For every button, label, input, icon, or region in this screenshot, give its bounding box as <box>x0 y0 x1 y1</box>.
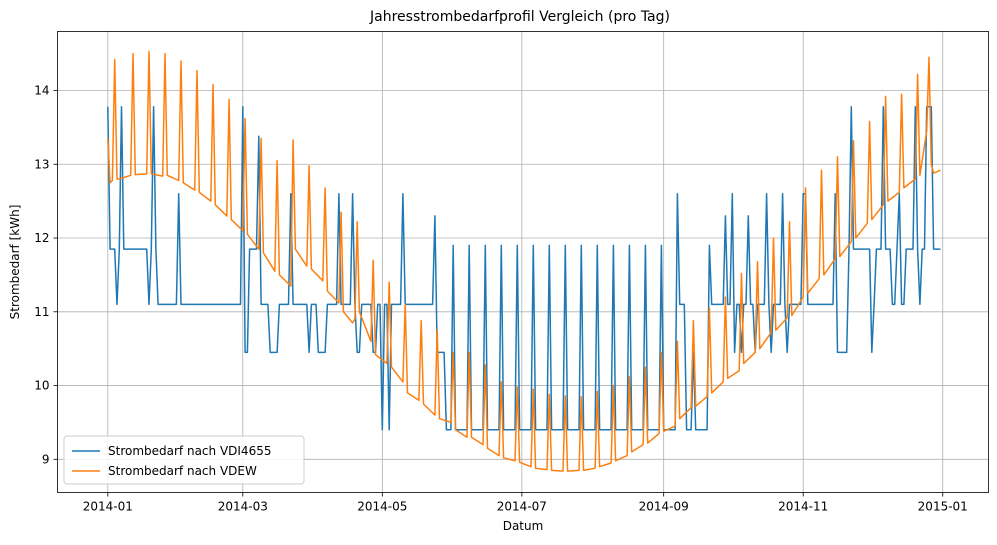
y-tick-label: 14 <box>34 84 49 98</box>
x-tick-label: 2014-05 <box>357 500 407 514</box>
x-tick-label: 2015-01 <box>918 500 968 514</box>
chart-title: Jahresstrombedarfprofil Vergleich (pro T… <box>369 9 670 25</box>
x-tick-label: 2014-03 <box>218 500 268 514</box>
series-line-1 <box>107 105 941 431</box>
x-tick-label: 2014-09 <box>639 500 689 514</box>
x-tick-label: 2014-11 <box>778 500 828 514</box>
x-tick-label: 2014-01 <box>83 500 133 514</box>
x-tick-label: 2014-07 <box>497 500 547 514</box>
legend: Strombedarf nach VDI4655 Strombedarf nach… <box>63 435 305 485</box>
legend-label-1: Strombedarf nach VDI4655 <box>108 444 271 458</box>
series-line-2 <box>107 50 941 472</box>
plot-frame <box>57 31 989 493</box>
y-axis-label: Strombedarf [kWh] <box>8 205 22 320</box>
legend-box <box>63 435 305 485</box>
plot-area <box>107 50 941 472</box>
y-tick-label: 10 <box>34 379 49 393</box>
y-tick-label: 12 <box>34 231 49 245</box>
y-tick-label: 13 <box>34 157 49 171</box>
y-tick-label: 9 <box>42 452 50 466</box>
x-axis-label: Datum <box>503 519 544 533</box>
x-axis: 2014-01 2014-03 2014-05 2014-07 2014-09 2014-… <box>83 492 968 514</box>
y-axis: 9 10 11 12 13 14 <box>34 84 58 466</box>
y-tick-label: 11 <box>34 305 49 319</box>
legend-label-2: Strombedarf nach VDEW <box>108 464 257 478</box>
